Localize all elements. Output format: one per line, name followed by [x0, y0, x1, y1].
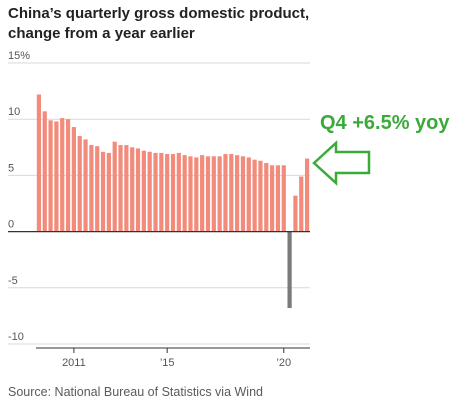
y-tick-label: 15% [8, 50, 30, 62]
bar [304, 158, 310, 232]
bar [48, 120, 53, 232]
bar [135, 148, 141, 232]
x-tick-label: 2011 [62, 357, 86, 369]
bar [176, 152, 181, 232]
bar [153, 152, 158, 232]
bar [229, 154, 234, 232]
y-tick-label: 5 [8, 162, 14, 174]
bar [71, 127, 76, 232]
bar [95, 146, 100, 232]
bar [77, 136, 82, 232]
bar [36, 94, 42, 232]
bar [205, 156, 211, 232]
bar [246, 157, 251, 232]
bar [194, 157, 199, 232]
bar [299, 176, 304, 232]
bar [211, 156, 216, 232]
bar [293, 195, 298, 232]
bar [182, 155, 187, 232]
bar [83, 139, 88, 232]
bar [165, 154, 170, 232]
bar [159, 152, 164, 232]
bar [124, 145, 129, 232]
bar [147, 151, 152, 232]
bar [42, 111, 47, 232]
bar [252, 159, 257, 232]
bars [36, 94, 310, 309]
bar [54, 121, 59, 232]
latest-quarter-annotation: Q4 +6.5% yoy [320, 112, 450, 134]
bar [60, 118, 65, 232]
bar [89, 145, 94, 232]
axes: 15% 10 5 0 -5 -10 2011 ’15 ’20 [8, 50, 310, 369]
bar [170, 154, 176, 232]
y-tick-label: -10 [8, 331, 24, 343]
bar [200, 155, 205, 232]
bar [65, 119, 71, 232]
bar [112, 141, 117, 232]
bar [275, 165, 281, 232]
bar [264, 163, 269, 232]
y-tick-label: 0 [8, 219, 14, 231]
bar [188, 156, 193, 232]
bar [223, 154, 228, 232]
bar [100, 151, 106, 232]
bar [240, 156, 246, 232]
bar [106, 152, 111, 232]
left-arrow-icon [312, 140, 371, 186]
bar [217, 156, 222, 232]
bar [258, 160, 263, 232]
bar [235, 155, 240, 232]
bar [141, 150, 146, 232]
y-tick-label: -5 [8, 275, 18, 287]
bar [270, 165, 275, 232]
source-note: Source: National Bureau of Statistics vi… [8, 385, 263, 399]
chart-title-line-1: China’s quarterly gross domestic product… [8, 5, 310, 22]
chart-title-line-2: change from a year earlier [8, 25, 195, 42]
bar [130, 147, 135, 232]
bar [118, 145, 123, 232]
chart-title: China’s quarterly gross domestic product… [8, 4, 328, 44]
bar [281, 165, 286, 232]
x-tick-label: ’20 [276, 357, 291, 369]
bar [287, 231, 292, 309]
y-tick-label: 10 [8, 106, 20, 118]
x-tick-label: ’15 [160, 357, 175, 369]
